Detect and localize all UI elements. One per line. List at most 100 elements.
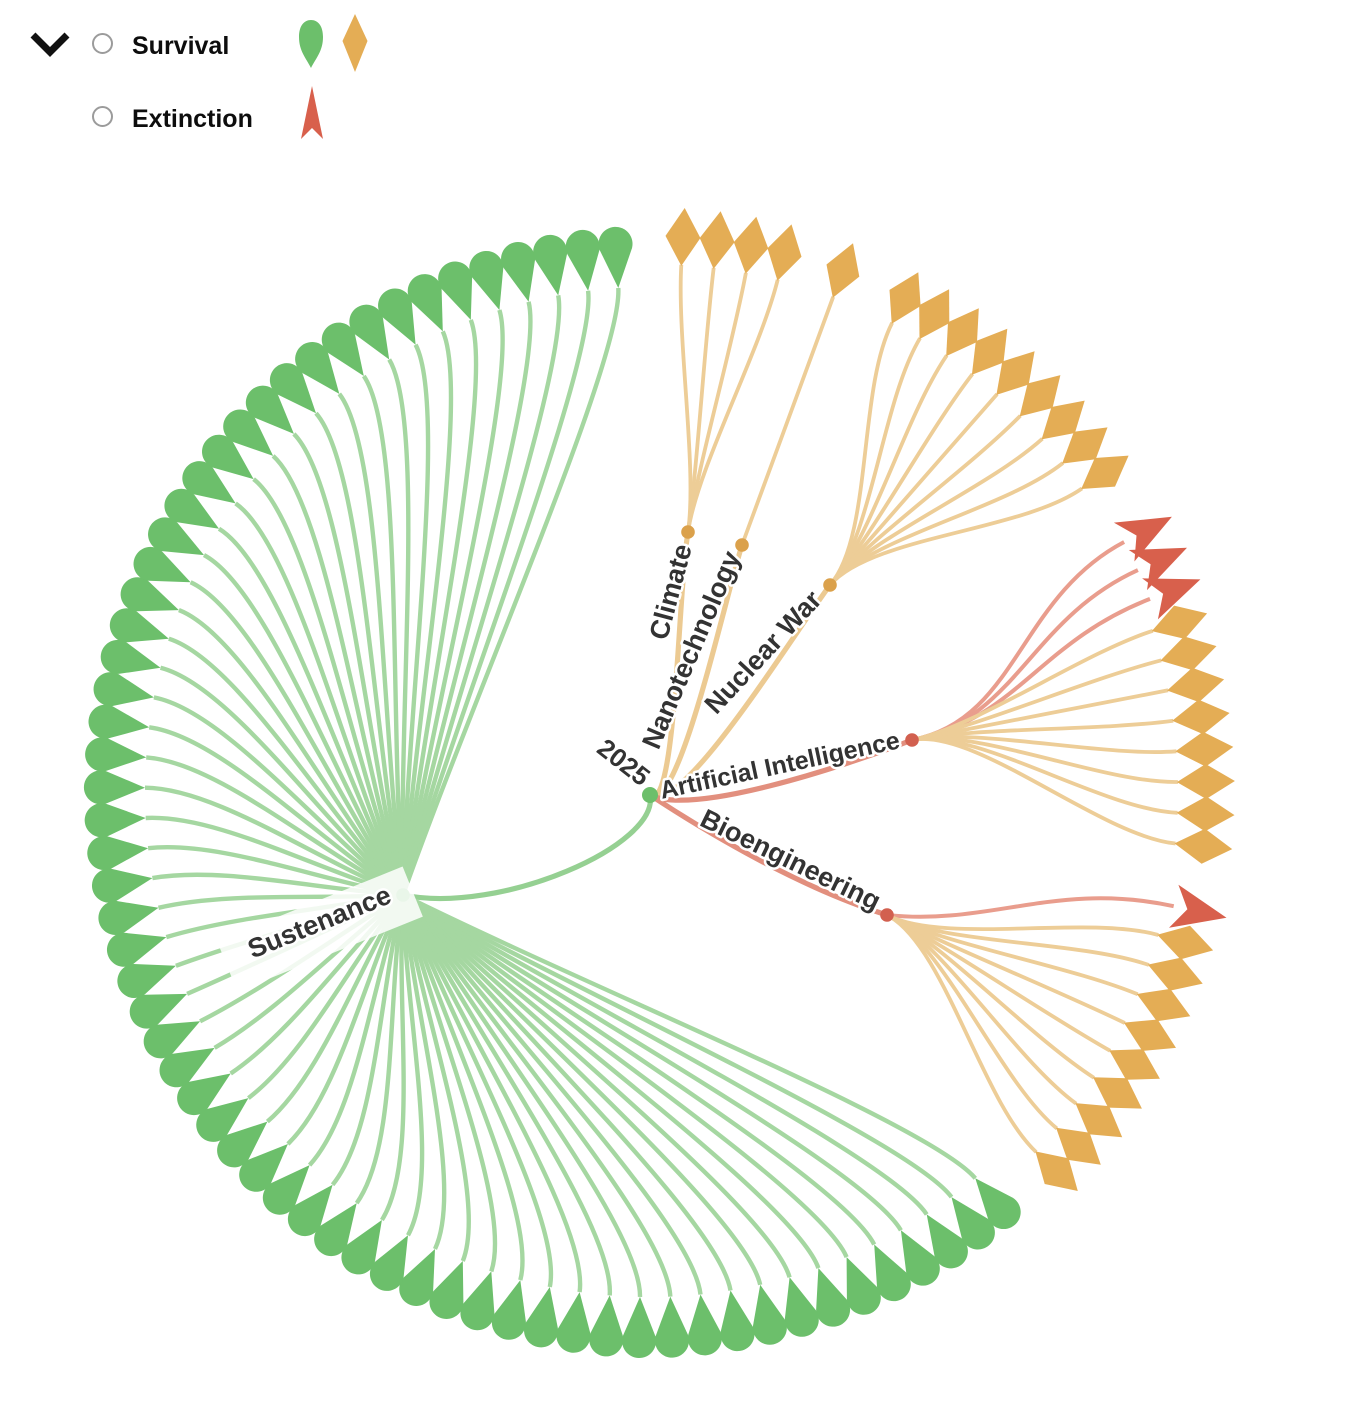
- branch-edge: [252, 477, 406, 896]
- node-nuclear-war[interactable]: [823, 578, 837, 592]
- survival-leaf-tip: [349, 304, 390, 360]
- survival-leaf-tip: [87, 836, 149, 871]
- survival-diamond-tip: [826, 243, 860, 298]
- survival-leaf-tip: [556, 1292, 591, 1353]
- survival-leaf-tip: [143, 1021, 201, 1059]
- node-nanotechnology[interactable]: [735, 538, 749, 552]
- branch-edge: [401, 893, 733, 1291]
- survival-diamond-tip: [767, 224, 802, 281]
- survival-leaf-tip: [98, 900, 159, 935]
- legend-label-survival[interactable]: Survival: [132, 32, 230, 60]
- branch-nodes[interactable]: [396, 525, 919, 922]
- survival-leaf-tip: [129, 993, 188, 1029]
- survival-diamond-tip: [1081, 455, 1129, 489]
- branch-edge: [400, 894, 525, 1281]
- trunk-edge-bioengineering: [647, 792, 890, 918]
- branch-edge: [354, 894, 406, 1205]
- branch-edge: [401, 893, 849, 1258]
- survival-leaf-tip: [752, 1284, 787, 1345]
- survival-leaf-tip: [399, 1249, 435, 1306]
- branch-edge: [202, 553, 405, 897]
- survival-diamond-tip: [919, 289, 950, 340]
- survival-leaf-tip: [133, 546, 191, 583]
- branch-edge: [401, 893, 643, 1297]
- survival-diamond-icon: [342, 14, 368, 72]
- branch-edge: [401, 893, 877, 1246]
- survival-diamond-tip: [1160, 636, 1217, 671]
- branch-edge: [146, 755, 405, 897]
- survival-leaf-tip: [469, 250, 504, 310]
- node-root-2025[interactable]: [642, 787, 658, 803]
- branch-labels: 2025 Sustenance Climate Nanotechnology N…: [217, 538, 905, 992]
- survival-leaf-tip: [239, 1144, 288, 1192]
- branch-edge: [828, 486, 1084, 587]
- survival-leaf-tip: [598, 226, 633, 288]
- branch-edge: [400, 894, 583, 1293]
- survival-diamond-tip: [1035, 1151, 1078, 1191]
- sustenance-label-background: [217, 866, 423, 992]
- collapse-chevron-icon[interactable]: [28, 30, 72, 58]
- survival-diamond-tip: [1175, 731, 1234, 767]
- legend-label-extinction[interactable]: Extinction: [132, 105, 253, 133]
- survival-diamond-tip: [1174, 828, 1233, 864]
- trunk-edge-climate: [647, 529, 691, 799]
- branch-edge: [400, 287, 621, 896]
- branch-edge: [401, 893, 763, 1286]
- survival-diamond-tip: [889, 272, 921, 324]
- branch-edge: [678, 264, 693, 533]
- survival-diamond-tip: [971, 328, 1008, 375]
- survival-leaf-tip: [846, 1257, 881, 1315]
- survival-leaf-tip: [533, 234, 568, 296]
- survival-diamond-tip: [665, 208, 701, 266]
- branch-edge: [911, 597, 1151, 742]
- survival-leaf-tip: [84, 803, 146, 838]
- branch-edge: [314, 411, 406, 896]
- branch-edge: [168, 636, 405, 897]
- branch-edge: [400, 309, 505, 896]
- survival-leaf-tip: [295, 342, 340, 394]
- branch-edge: [911, 540, 1126, 742]
- survival-diamond-tip: [1147, 957, 1203, 991]
- branch-edge: [153, 695, 405, 897]
- survival-diamond-tip: [733, 216, 769, 274]
- survival-leaf-tip: [287, 1184, 333, 1237]
- node-bioengineering[interactable]: [880, 908, 894, 922]
- survival-leaf-tip: [88, 704, 150, 739]
- trunk-edge-nuclear-war: [647, 582, 833, 800]
- node-climate[interactable]: [681, 525, 695, 539]
- survival-leaf-tip: [223, 409, 274, 456]
- outcome-tips: [83, 208, 1235, 1359]
- branch-label-bioengineering[interactable]: Bioengineering: [693, 801, 888, 919]
- branch-edge: [330, 894, 406, 1187]
- survival-leaf-tip: [438, 261, 473, 320]
- survival-leaf-tip: [874, 1244, 911, 1302]
- branch-edge: [911, 737, 1176, 846]
- node-artificial-intelligence[interactable]: [905, 733, 919, 747]
- trunk-edge-sustenance: [400, 792, 653, 902]
- survival-diamond-tip: [1041, 400, 1085, 440]
- branch-edge: [361, 374, 406, 896]
- radio-survival[interactable]: [92, 33, 113, 54]
- survival-leaf-tip: [926, 1214, 968, 1269]
- survival-leaf-tip: [269, 363, 316, 414]
- survival-leaf-tip: [565, 229, 600, 291]
- branch-label-artificial-intelligence[interactable]: Artificial Intelligence: [655, 724, 905, 807]
- survival-diamond-tip: [1062, 427, 1108, 464]
- survival-diamond-tip: [946, 308, 979, 357]
- survival-leaf-tip: [378, 288, 416, 345]
- branch-edge: [886, 913, 1038, 1154]
- branch-edge: [401, 893, 792, 1278]
- survival-leaf-tip: [100, 639, 161, 674]
- survival-diamond-tip: [1167, 667, 1225, 703]
- radio-extinction[interactable]: [92, 106, 113, 127]
- branch-edge: [401, 893, 703, 1295]
- survival-diamond-tip: [1157, 925, 1214, 960]
- survival-leaf-tip: [524, 1287, 559, 1348]
- branch-edge: [400, 343, 431, 896]
- trunk-edge-nanotechnology: [647, 542, 745, 799]
- survival-leaf-tip: [93, 672, 154, 707]
- branch-edge: [400, 894, 498, 1273]
- survival-leaf-tip: [120, 577, 179, 612]
- branch-edge: [292, 432, 406, 896]
